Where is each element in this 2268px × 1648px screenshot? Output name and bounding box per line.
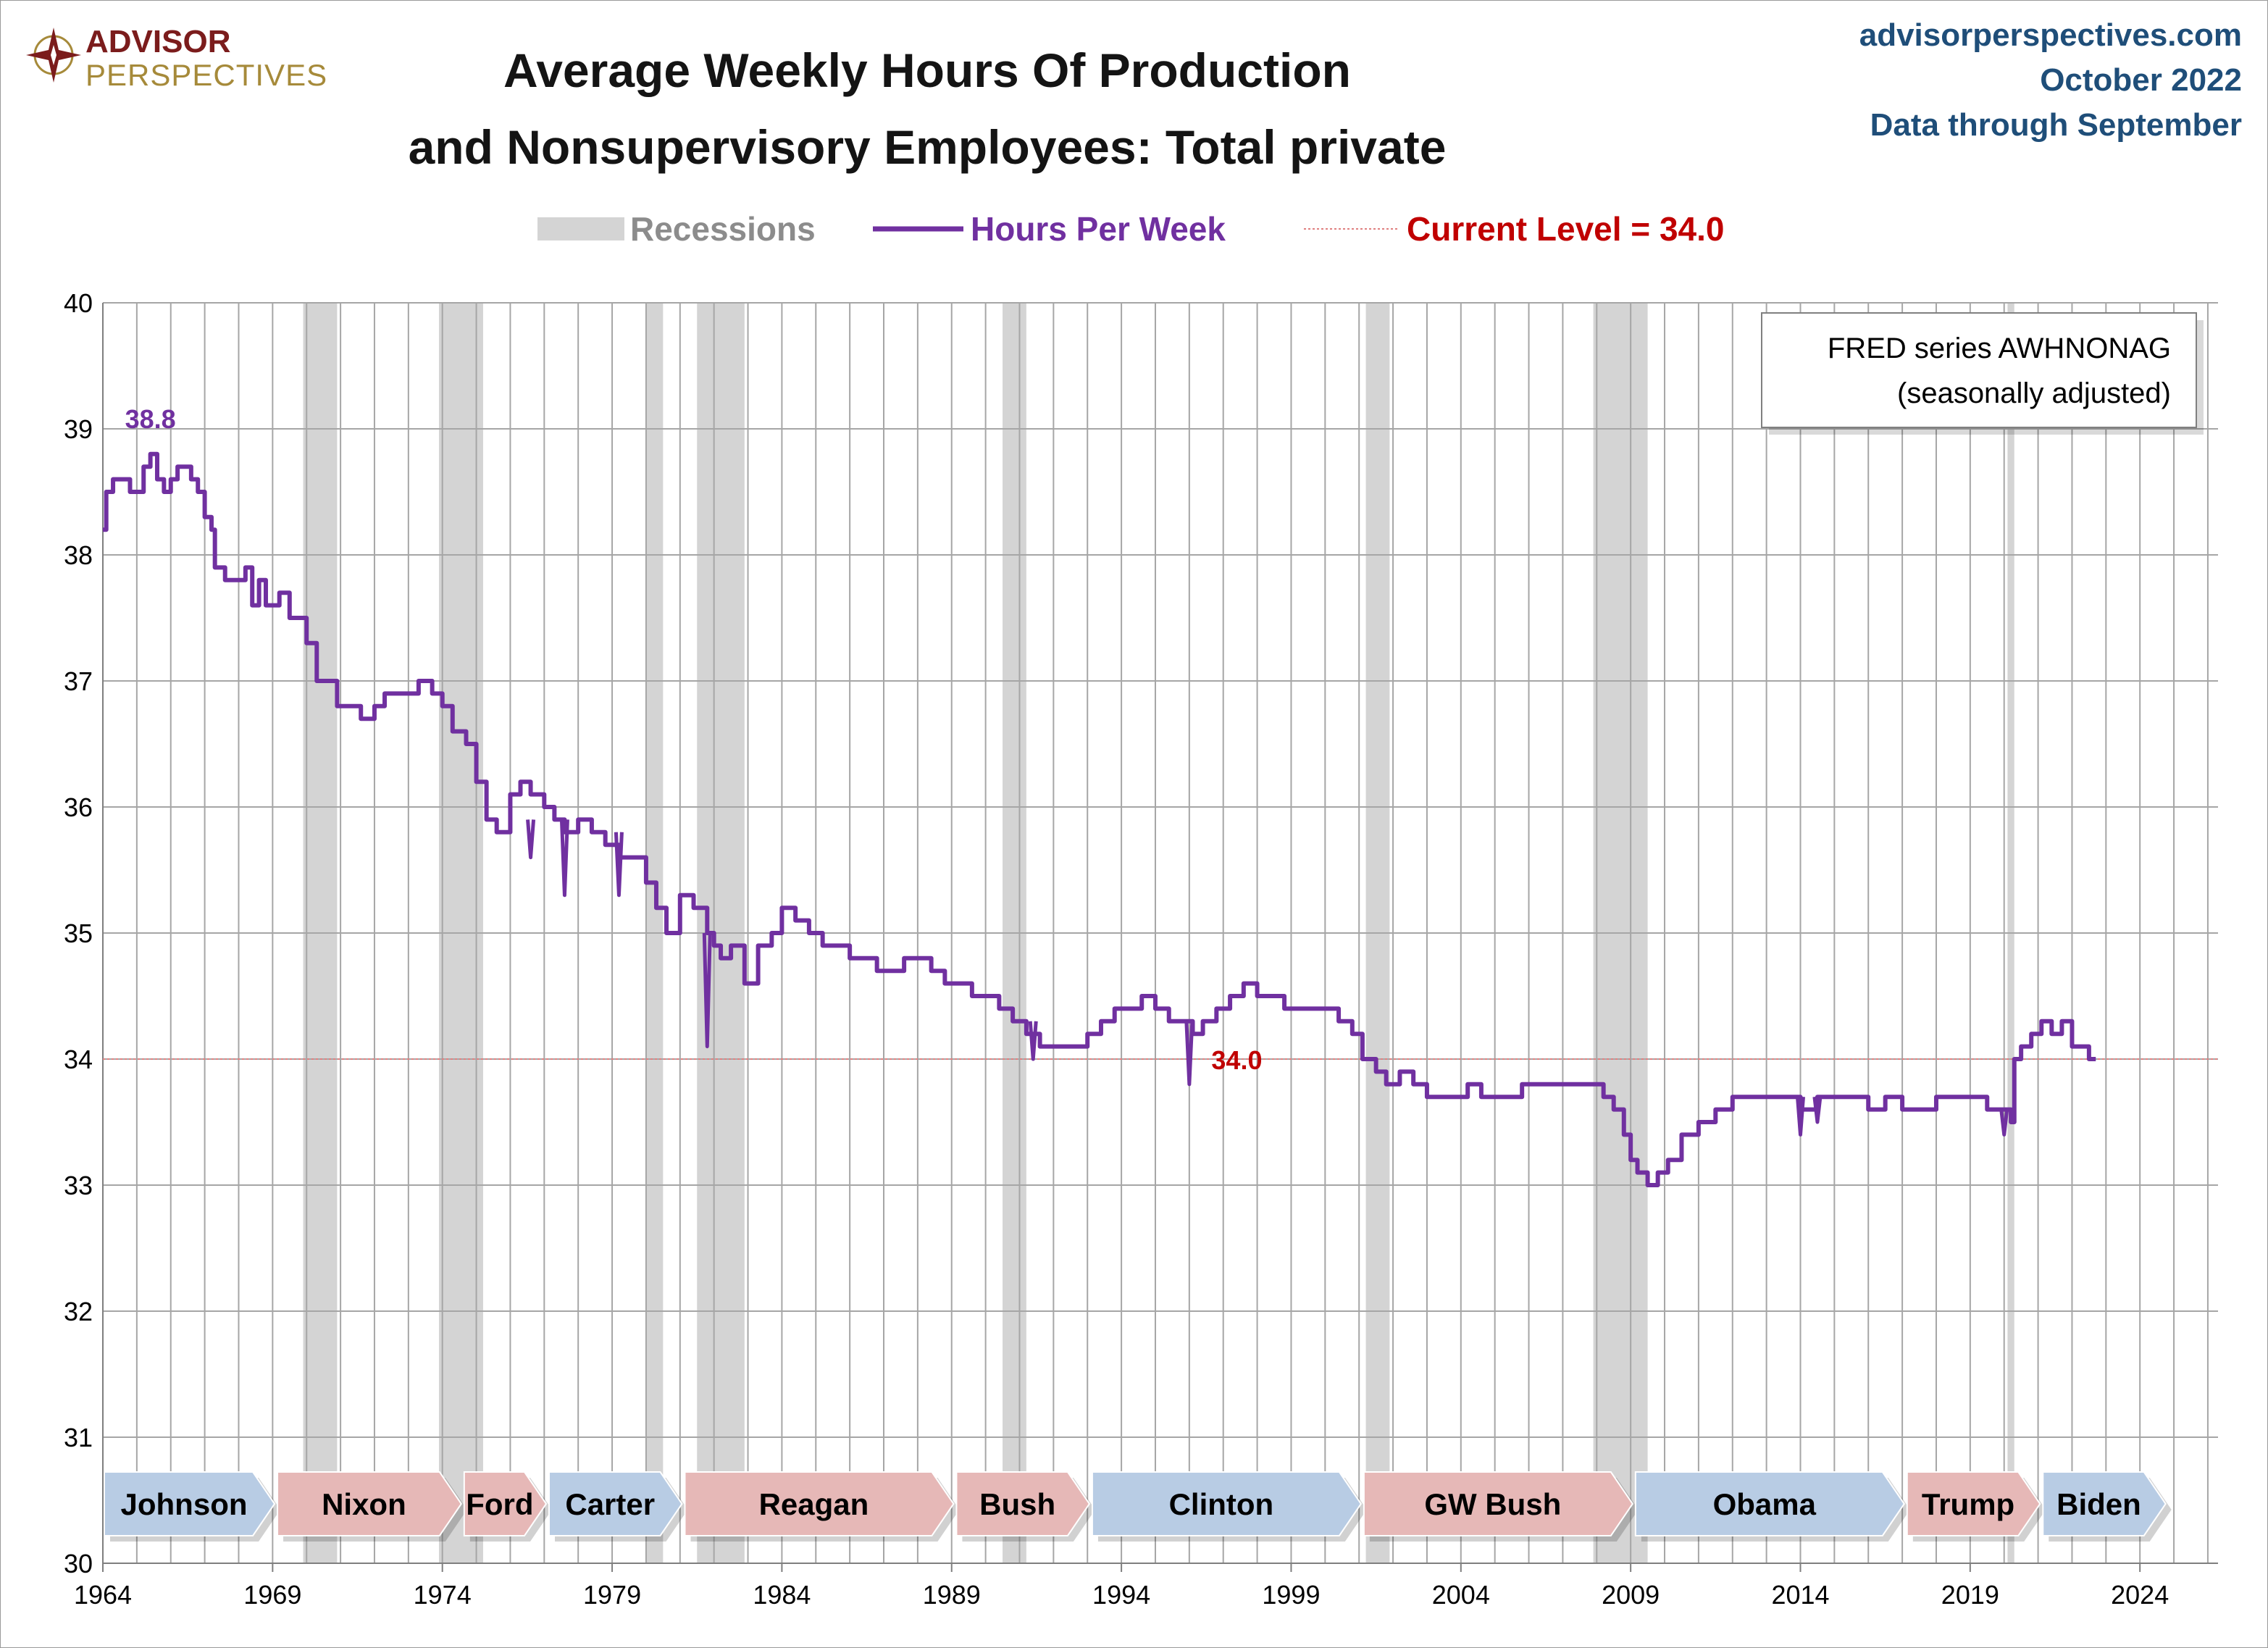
legend: Recessions Hours Per Week Current Level … [537,210,1724,248]
x-tick-label-1984: 1984 [753,1580,811,1610]
source-info: advisorperspectives.com October 2022 Dat… [1859,13,2242,148]
logo-line1: ADVISOR [85,24,230,59]
x-tick-label-1964: 1964 [74,1580,132,1610]
president-label-trump: Trump [1922,1487,2014,1521]
y-tick-label-37: 37 [64,666,93,696]
president-term-carter [548,1471,683,1536]
president-label-gw-bush: GW Bush [1424,1487,1561,1521]
x-tick-label-1989: 1989 [923,1580,981,1610]
publish-date: October 2022 [2040,62,2242,98]
president-term-clinton [1091,1471,1363,1536]
legend-current-label: Current Level = 34.0 [1407,210,1724,248]
x-tick-label-2009: 2009 [1602,1580,1660,1610]
site-url[interactable]: advisorperspectives.com [1859,17,2242,53]
president-label-carter: Carter [565,1487,655,1521]
logo-line2: PERSPECTIVES [85,58,327,92]
president-term-ford [463,1471,548,1536]
plot-area: 30 31 32 33 34 35 36 37 38 39 40 1964 1969 1974 1979 19… [64,288,2218,1610]
chart-title: Average Weekly Hours Of Production and N… [406,32,1449,185]
president-term-trump [1906,1471,2041,1536]
y-tick-label-32: 32 [64,1297,93,1326]
y-tick-label-30: 30 [64,1549,93,1578]
president-label-johnson: Johnson [121,1487,248,1521]
series-spike-2 [1184,1021,1194,1087]
president-label-reagan: Reagan [759,1487,869,1521]
fred-series-box: FRED series AWHNONAG (seasonally adjuste… [1761,312,2204,435]
president-term-johnson [104,1471,276,1536]
y-tick-label-34: 34 [64,1045,93,1074]
president-term-reagan [684,1471,955,1536]
president-term-bush [955,1471,1091,1536]
x-tick-label-2024: 2024 [2111,1580,2169,1610]
series-spike-0 [702,932,712,1049]
series-spike-4 [1812,1096,1823,1124]
series-spike-6 [614,832,624,898]
y-tick-label-33: 33 [64,1171,93,1200]
y-tick-label-39: 39 [64,414,93,444]
fred-series-id: FRED series AWHNONAG [1828,332,2171,364]
compass-star-icon: ADVISOR PERSPECTIVES [26,24,327,92]
x-tick-label-2014: 2014 [1771,1580,1829,1610]
current-value-label: 34.0 [1211,1045,1262,1075]
y-tick-label-36: 36 [64,792,93,822]
data-through: Data through September [1870,107,2242,143]
series-spike-1 [1028,1021,1038,1061]
legend-recession-swatch [537,217,624,240]
president-label-biden: Biden [2056,1487,2141,1521]
y-tick-label-31: 31 [64,1423,93,1452]
president-label-bush: Bush [979,1487,1055,1521]
series-spike-7 [559,819,569,898]
fred-box-background [1761,312,2197,428]
chart-title-line1: Average Weekly Hours Of Production [503,43,1351,97]
x-tick-label-1994: 1994 [1092,1580,1150,1610]
series-line-hours-per-week [103,451,2096,1187]
advisor-perspectives-logo: ADVISOR PERSPECTIVES [26,20,330,93]
legend-series-label: Hours Per Week [971,210,1226,248]
president-label-clinton: Clinton [1169,1487,1274,1521]
president-label-nixon: Nixon [322,1487,406,1521]
chart-title-line2: and Nonsupervisory Employees: Total priv… [408,120,1447,174]
y-tick-label-38: 38 [64,540,93,570]
y-tick-label-35: 35 [64,919,93,948]
series-spike-3 [1796,1097,1805,1137]
series-spike-5 [1999,1109,2009,1137]
x-tick-label-2019: 2019 [1941,1580,1999,1610]
legend-recessions-label: Recessions [630,210,816,248]
president-term-obama [1634,1471,1906,1536]
x-tick-label-1974: 1974 [414,1580,472,1610]
x-tick-label-2004: 2004 [1432,1580,1490,1610]
x-tick-label-1999: 1999 [1262,1580,1320,1610]
x-tick-label-1969: 1969 [243,1580,301,1610]
fred-adjustment-note: (seasonally adjusted) [1897,377,2171,409]
president-label-obama: Obama [1713,1487,1817,1521]
president-term-nixon [277,1471,463,1536]
president-term-gw-bush [1363,1471,1634,1536]
x-tick-label-1979: 1979 [583,1580,641,1610]
president-term-biden [2042,1471,2167,1536]
president-label-ford: Ford [466,1487,533,1521]
series-spike-8 [526,819,536,860]
y-tick-label-40: 40 [64,288,93,318]
peak-value-label: 38.8 [125,404,176,434]
